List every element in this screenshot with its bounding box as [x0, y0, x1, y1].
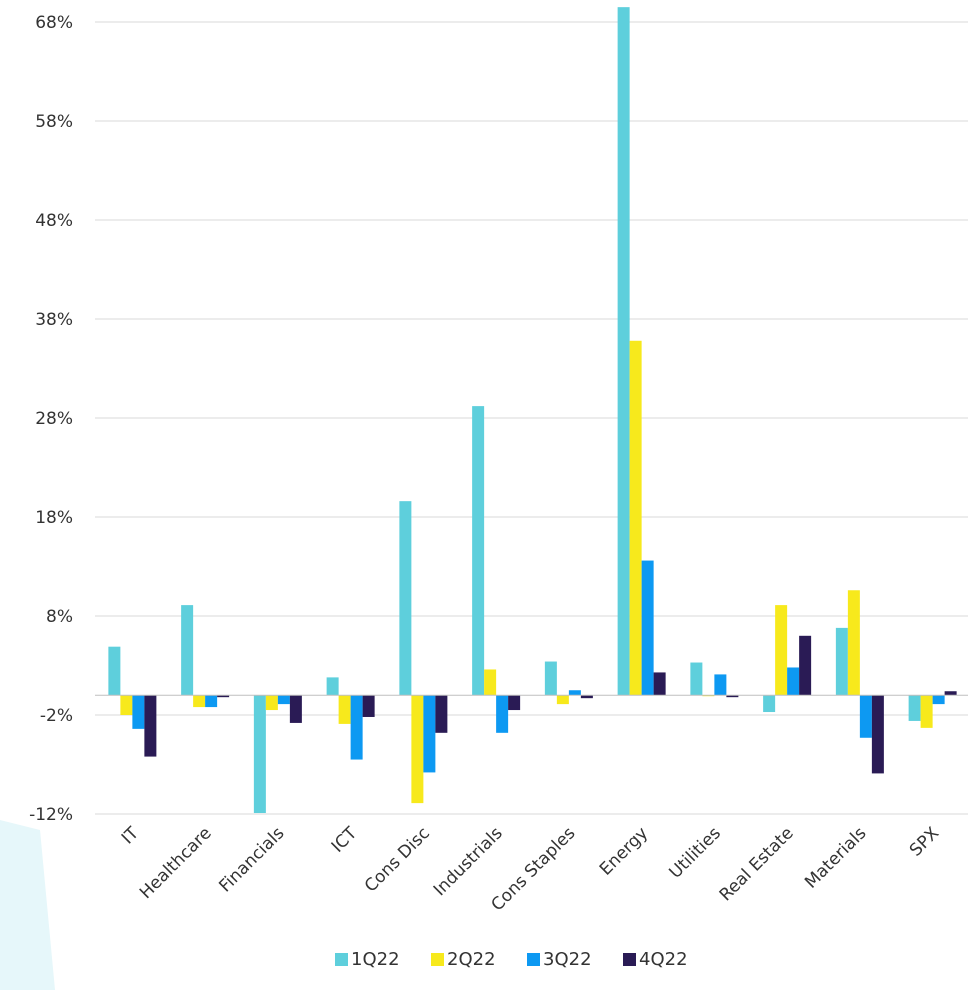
- bar: [859, 695, 872, 738]
- x-tick-label: IT: [118, 823, 143, 848]
- y-tick-label: 28%: [35, 409, 73, 429]
- x-tick-label: Materials: [801, 823, 870, 892]
- legend-swatch: [623, 953, 636, 966]
- legend: 1Q22 2Q22 3Q22 4Q22: [335, 949, 688, 970]
- y-tick-label: 18%: [35, 508, 73, 528]
- bar: [847, 590, 860, 696]
- bar: [508, 695, 521, 711]
- legend-label: 4Q22: [639, 949, 688, 970]
- bar: [181, 605, 194, 696]
- y-tick-label: 38%: [35, 310, 73, 330]
- bar: [568, 690, 581, 696]
- legend-label: 3Q22: [543, 949, 592, 970]
- bar: [944, 691, 957, 696]
- legend-swatch: [527, 953, 540, 966]
- bar: [399, 501, 412, 696]
- bar: [411, 695, 424, 804]
- bar: [253, 695, 266, 814]
- x-tick-label: Healthcare: [136, 823, 216, 903]
- bar: [338, 695, 351, 724]
- bar: [908, 695, 921, 721]
- x-tick-label: ICT: [328, 823, 362, 857]
- legend-swatch: [335, 953, 348, 966]
- bar: [193, 695, 206, 708]
- bar: [484, 669, 497, 696]
- bar: [108, 646, 121, 696]
- bar: [350, 695, 363, 760]
- y-tick-label: -2%: [40, 706, 73, 726]
- x-tick-label: Energy: [596, 823, 652, 879]
- bar: [217, 695, 230, 698]
- legend-swatch: [431, 953, 444, 966]
- x-tick-label: Industrials: [430, 823, 507, 900]
- bar: [920, 695, 933, 728]
- bar: [799, 635, 812, 696]
- y-tick-label: 58%: [35, 112, 73, 132]
- x-tick-label: Real Estate: [716, 823, 798, 905]
- x-tick-label: Cons Disc: [361, 823, 434, 896]
- bars: [108, 7, 957, 814]
- bar: [871, 695, 884, 774]
- bar: [835, 627, 848, 696]
- bar: [641, 560, 654, 696]
- bar: [265, 695, 278, 711]
- bar: [544, 661, 557, 696]
- bar: [690, 662, 703, 696]
- x-tick-label: SPX: [906, 823, 944, 861]
- x-tick-label: Financials: [215, 823, 288, 896]
- bar: [472, 406, 485, 696]
- bar: [277, 695, 290, 705]
- bar: [714, 674, 727, 696]
- legend-label: 1Q22: [351, 949, 400, 970]
- x-tick-label: Utilities: [666, 823, 725, 882]
- bar: [617, 7, 630, 696]
- bar: [423, 695, 436, 773]
- y-tick-label: -12%: [29, 805, 73, 825]
- bar: [932, 695, 945, 705]
- bar: [362, 695, 375, 717]
- bar: [629, 340, 642, 696]
- bar: [132, 695, 145, 729]
- bar: [775, 605, 788, 696]
- y-tick-label: 8%: [46, 607, 73, 627]
- y-tick-label: 48%: [35, 211, 73, 231]
- bar: [763, 695, 776, 713]
- bar: [120, 695, 133, 715]
- bar: [556, 695, 569, 705]
- decorative-background-shape: [0, 820, 55, 990]
- bar: [653, 672, 666, 696]
- bar: [326, 677, 339, 696]
- y-tick-label: 68%: [35, 13, 73, 33]
- bar: [205, 695, 218, 708]
- bar: [289, 695, 302, 723]
- bar: [787, 667, 800, 696]
- gridlines: [95, 21, 968, 815]
- y-axis-tick-labels: 68% 58% 48% 38% 28% 18% 8% -2% -12%: [29, 13, 73, 825]
- bar: [496, 695, 509, 733]
- bar: [435, 695, 448, 733]
- bar: [580, 695, 593, 699]
- bar: [726, 695, 739, 698]
- legend-label: 2Q22: [447, 949, 496, 970]
- bar: [144, 695, 157, 757]
